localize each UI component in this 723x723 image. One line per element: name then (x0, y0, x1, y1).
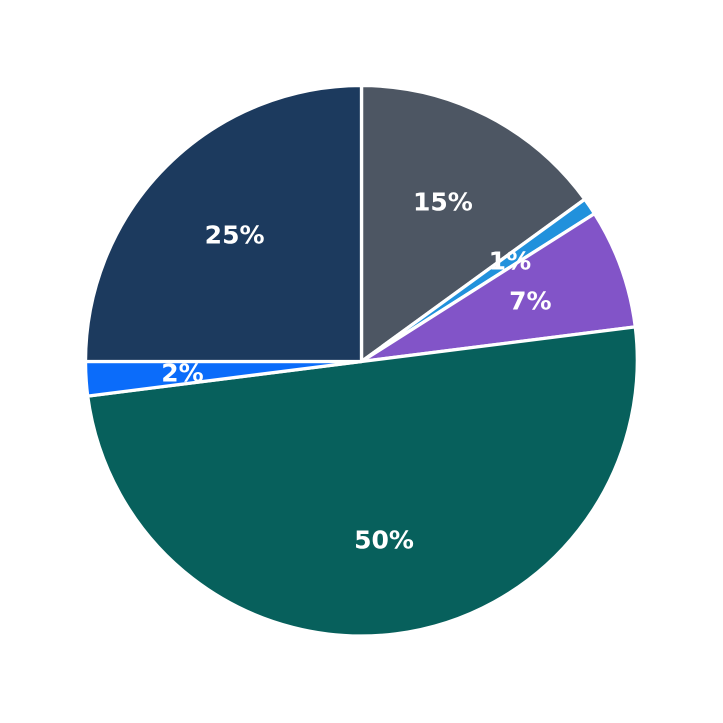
pie-slice-navy (83, 83, 364, 364)
pie-slice-gray (359, 83, 587, 364)
pie-slice-purple (359, 211, 637, 364)
pie-slice-teal (86, 325, 639, 638)
